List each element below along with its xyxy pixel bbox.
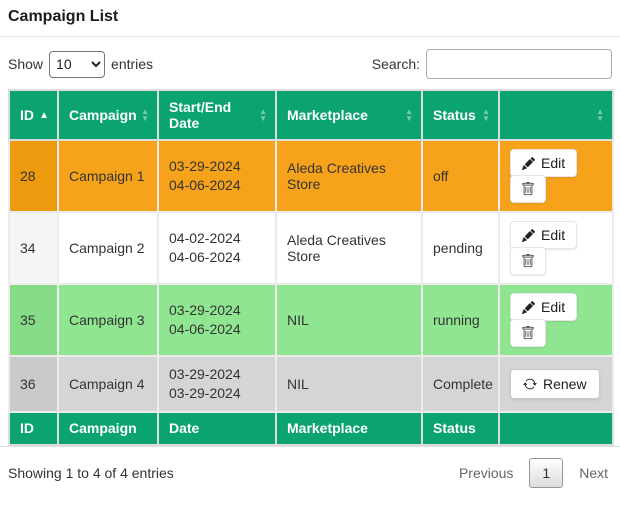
- table-row: 36 Campaign 4 03-29-2024 03-29-2024 NIL …: [8, 355, 614, 413]
- cell-id: 36: [8, 355, 59, 413]
- sort-both-icon: ▲ ▼: [405, 107, 413, 123]
- pencil-icon: [522, 228, 535, 242]
- table-row: 28 Campaign 1 03-29-2024 04-06-2024 Aled…: [8, 139, 614, 213]
- cell-status: Complete: [421, 355, 500, 413]
- edit-button[interactable]: Edit: [510, 221, 578, 249]
- footer-marketplace: Marketplace: [275, 410, 423, 446]
- header-start-end-date[interactable]: Start/End Date ▲ ▼: [157, 89, 277, 141]
- table-bottom-divider: [0, 445, 620, 447]
- delete-button[interactable]: [510, 175, 546, 203]
- cell-id: 34: [8, 211, 59, 285]
- trash-icon: [521, 182, 535, 196]
- table-header: ID ▲ Campaign ▲ ▼ Start/End Date ▲ ▼ Marke…: [8, 89, 614, 141]
- cell-marketplace: NIL: [275, 283, 423, 357]
- title-divider: [0, 36, 620, 37]
- table-row: 35 Campaign 3 03-29-2024 04-06-2024 NIL …: [8, 283, 614, 357]
- sort-both-icon: ▲ ▼: [596, 107, 604, 123]
- footer-date: Date: [157, 410, 277, 446]
- footer-id: ID: [8, 410, 59, 446]
- footer-status: Status: [421, 410, 500, 446]
- cell-dates: 03-29-2024 04-06-2024: [157, 283, 277, 357]
- cell-dates: 03-29-2024 03-29-2024: [157, 355, 277, 413]
- page-length-select[interactable]: 10: [49, 50, 106, 78]
- pencil-icon: [522, 156, 535, 170]
- page-number-button[interactable]: 1: [529, 457, 564, 488]
- footer-campaign: Campaign: [57, 410, 159, 446]
- header-actions[interactable]: ▲ ▼: [498, 89, 614, 141]
- next-page-button[interactable]: Next: [579, 464, 608, 481]
- delete-button[interactable]: [510, 319, 546, 347]
- cell-status: pending: [421, 211, 500, 285]
- cell-actions: Edit: [498, 139, 614, 213]
- cell-actions: Renew: [498, 355, 614, 413]
- header-marketplace[interactable]: Marketplace ▲ ▼: [275, 89, 423, 141]
- page-title: Campaign List: [8, 8, 119, 25]
- trash-icon: [521, 254, 535, 268]
- sort-both-icon: ▲ ▼: [482, 107, 490, 123]
- entries-label: entries: [111, 56, 154, 72]
- header-id[interactable]: ID ▲: [8, 89, 59, 141]
- sort-both-icon: ▲ ▼: [141, 107, 149, 123]
- previous-page-button[interactable]: Previous: [458, 464, 514, 481]
- page-length-control: Show 10 entries: [8, 50, 154, 78]
- search-label: Search:: [371, 56, 420, 72]
- cell-dates: 04-02-2024 04-06-2024: [157, 211, 277, 285]
- sort-ascending-icon: ▲: [39, 109, 49, 121]
- footer-actions: [498, 410, 614, 446]
- table-info-bar: Showing 1 to 4 of 4 entries Previous 1 N…: [8, 447, 612, 488]
- campaign-list-page: Campaign List Show 10 entries Search: ID…: [0, 8, 620, 488]
- table-row: 34 Campaign 2 04-02-2024 04-06-2024 Aled…: [8, 211, 614, 285]
- cell-dates: 03-29-2024 04-06-2024: [157, 139, 277, 213]
- cell-actions: Edit: [498, 211, 614, 285]
- cell-campaign: Campaign 4: [57, 355, 159, 413]
- cell-actions: Edit: [498, 283, 614, 357]
- cell-campaign: Campaign 3: [57, 283, 159, 357]
- delete-button[interactable]: [510, 247, 546, 275]
- entries-info: Showing 1 to 4 of 4 entries: [8, 464, 174, 481]
- cell-marketplace: NIL: [275, 355, 423, 413]
- campaign-table: ID ▲ Campaign ▲ ▼ Start/End Date ▲ ▼ Marke…: [8, 89, 614, 446]
- cell-marketplace: Aleda Creatives Store: [275, 211, 423, 285]
- renew-button[interactable]: Renew: [510, 368, 600, 399]
- header-campaign[interactable]: Campaign ▲ ▼: [57, 89, 159, 141]
- header-status[interactable]: Status ▲ ▼: [421, 89, 500, 141]
- search-input[interactable]: [426, 49, 612, 79]
- table-footer-header: ID Campaign Date Marketplace Status: [8, 410, 614, 446]
- edit-button[interactable]: Edit: [510, 149, 578, 177]
- cell-status: off: [421, 139, 500, 213]
- table-controls: Show 10 entries Search:: [8, 49, 612, 79]
- edit-button[interactable]: Edit: [510, 293, 578, 321]
- pencil-icon: [522, 300, 535, 314]
- refresh-icon: [523, 377, 537, 391]
- pagination: Previous 1 Next: [458, 457, 612, 488]
- sort-both-icon: ▲ ▼: [259, 107, 267, 123]
- search-control: Search:: [372, 49, 612, 79]
- cell-campaign: Campaign 2: [57, 211, 159, 285]
- cell-marketplace: Aleda Creatives Store: [275, 139, 423, 213]
- show-label: Show: [8, 56, 44, 72]
- cell-campaign: Campaign 1: [57, 139, 159, 213]
- trash-icon: [521, 326, 535, 340]
- cell-id: 28: [8, 139, 59, 213]
- cell-status: running: [421, 283, 500, 357]
- cell-id: 35: [8, 283, 59, 357]
